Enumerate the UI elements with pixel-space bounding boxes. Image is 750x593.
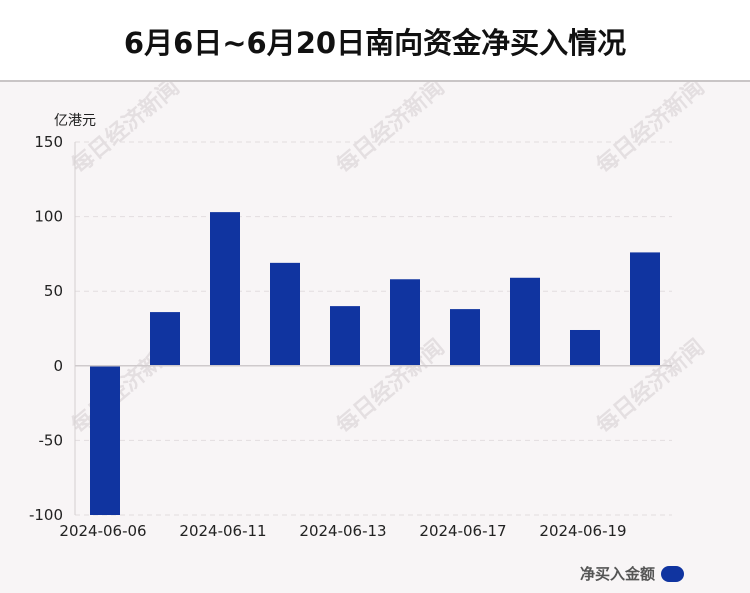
y-tick-label: 150 xyxy=(34,133,63,151)
x-tick-label: 2024-06-19 xyxy=(539,522,626,540)
watermark-text: 每日经济新闻 xyxy=(332,82,450,179)
bar xyxy=(450,309,480,366)
grid-lines xyxy=(75,141,672,516)
y-axis: 150 100 50 0 -50 -100 xyxy=(29,133,76,524)
bar xyxy=(90,365,120,515)
legend: 净买入金额 xyxy=(580,563,684,584)
bar xyxy=(330,306,360,366)
bar xyxy=(150,312,180,366)
x-tick-label: 2024-06-11 xyxy=(179,522,266,540)
watermark-text: 每日经济新闻 xyxy=(67,82,185,179)
chart-title: 6月6日~6月20日南向资金净买入情况 xyxy=(123,26,627,60)
y-tick-label: -100 xyxy=(29,506,63,524)
y-tick-label: 50 xyxy=(44,282,63,300)
x-tick-label: 2024-06-17 xyxy=(419,522,506,540)
bar xyxy=(510,277,540,366)
bar xyxy=(630,252,660,366)
bar-series xyxy=(75,212,672,515)
bar xyxy=(270,262,300,366)
x-tick-label: 2024-06-06 xyxy=(59,522,146,540)
bar xyxy=(210,212,240,366)
y-tick-label: -50 xyxy=(39,431,64,449)
chart-header: 6月6日~6月20日南向资金净买入情况 xyxy=(0,0,750,82)
x-tick-label: 2024-06-13 xyxy=(299,522,386,540)
y-tick-label: 100 xyxy=(34,208,63,226)
legend-swatch xyxy=(661,565,684,582)
legend-label: 净买入金额 xyxy=(579,565,655,583)
bar xyxy=(390,279,420,366)
y-tick-label: 0 xyxy=(53,357,63,375)
y-axis-unit-label: 亿港元 xyxy=(54,113,96,129)
bar xyxy=(570,329,600,366)
watermark-text: 每日经济新闻 xyxy=(592,82,710,179)
x-axis: 2024-06-06 2024-06-11 2024-06-13 2024-06-17… xyxy=(59,522,626,540)
